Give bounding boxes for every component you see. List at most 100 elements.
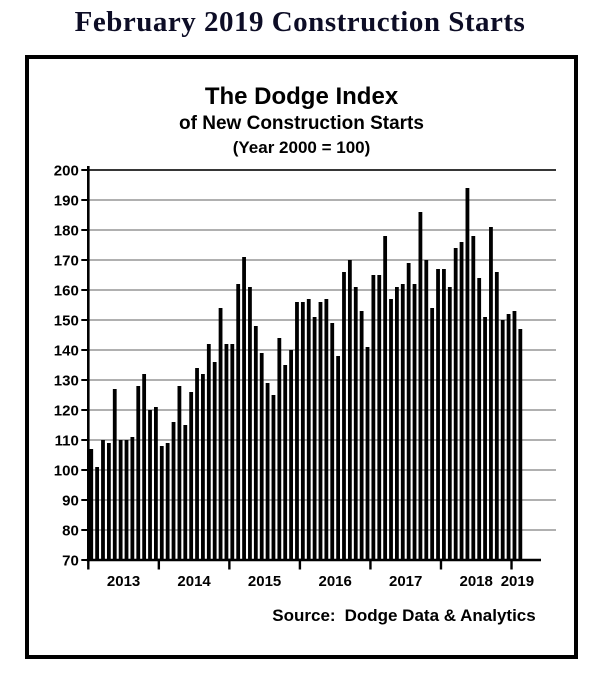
bar [424,260,429,560]
bar [389,299,393,560]
bar [306,299,311,560]
bar [359,311,364,560]
bar [453,248,458,560]
axes [86,166,541,562]
y-axis-labels: 70 80 90 100 110 120 130 140 150 160 170 180 190 200 [54,162,79,569]
bar [494,272,499,560]
x-axis-labels: 2013 2014 2015 2016 2017 2018 2019 [107,573,534,590]
bar [506,314,511,560]
bar [189,392,194,560]
bar [283,365,288,560]
bar [365,347,370,560]
x-label-2013: 2013 [107,573,140,590]
bar [206,344,211,560]
bar [312,317,317,560]
bar [183,425,188,560]
y-label-150: 150 [54,312,79,329]
y-label-110: 110 [55,432,79,449]
bar [95,467,100,560]
bar [136,386,141,560]
bar [248,287,252,560]
bar [159,446,164,560]
bar [459,242,464,560]
chart-title-block: The Dodge Index of New Construction Star… [25,82,578,159]
bar [289,350,293,560]
chart-title-line1: The Dodge Index [204,83,399,110]
y-label-120: 120 [54,402,79,419]
bar [89,449,94,560]
bar [253,326,258,560]
y-label-100: 100 [54,462,79,479]
bar [395,287,399,560]
bar [265,383,270,560]
bar [412,284,417,560]
bar [512,311,517,560]
bar [342,272,346,560]
bar [242,257,246,560]
bar [489,227,493,560]
bar [300,302,305,560]
bar [442,269,446,560]
bar [148,410,152,560]
bar [171,422,176,560]
bar [471,236,476,560]
y-label-180: 180 [54,222,79,239]
bar [377,275,382,560]
bar [500,320,505,560]
bar [230,344,235,560]
bars [89,188,523,560]
bar [218,308,223,560]
bar [353,287,358,560]
x-label-2019: 2019 [501,573,534,590]
chart-title-line2: of New Construction Starts [179,113,424,134]
x-label-2018: 2018 [460,573,493,590]
bar [277,338,282,560]
bar [347,260,352,560]
bar [154,407,158,560]
bar [259,353,264,560]
source-value: Dodge Data & Analytics [344,606,536,625]
bar [212,362,217,560]
bar [295,302,299,560]
bar [436,269,440,560]
x-label-2017: 2017 [389,573,422,590]
bar [483,317,487,560]
bar [418,212,423,560]
bar [106,443,111,560]
y-label-140: 140 [54,342,79,359]
y-label-160: 160 [54,282,79,299]
bar [101,440,105,560]
page-title: February 2019 Construction Starts [74,6,526,38]
source-label: Source: [272,606,336,625]
source-text: Source: Dodge Data & Analytics [272,606,535,626]
bar [447,287,452,560]
y-label-80: 80 [62,522,79,539]
y-label-70: 70 [62,552,79,569]
y-label-200: 200 [54,162,79,179]
bar [406,263,411,560]
bar [371,275,376,560]
y-label-170: 170 [54,252,79,269]
x-label-2014: 2014 [177,573,211,590]
bar [201,374,205,560]
bar [142,374,147,560]
chart-title-line3: (Year 2000 = 100) [232,138,371,157]
bar [400,284,405,560]
bar [330,323,335,560]
x-label-2016: 2016 [319,573,352,590]
x-label-2015: 2015 [248,573,281,590]
bar [224,344,229,560]
bar [124,440,129,560]
bar [112,389,117,560]
y-label-130: 130 [54,372,79,389]
bar [236,284,241,560]
bar [383,236,388,560]
bar [177,386,182,560]
y-label-90: 90 [62,492,79,509]
bar [336,356,341,560]
x-ticks [87,558,513,570]
bar [518,329,523,560]
bar [130,437,135,560]
bar [318,302,323,560]
